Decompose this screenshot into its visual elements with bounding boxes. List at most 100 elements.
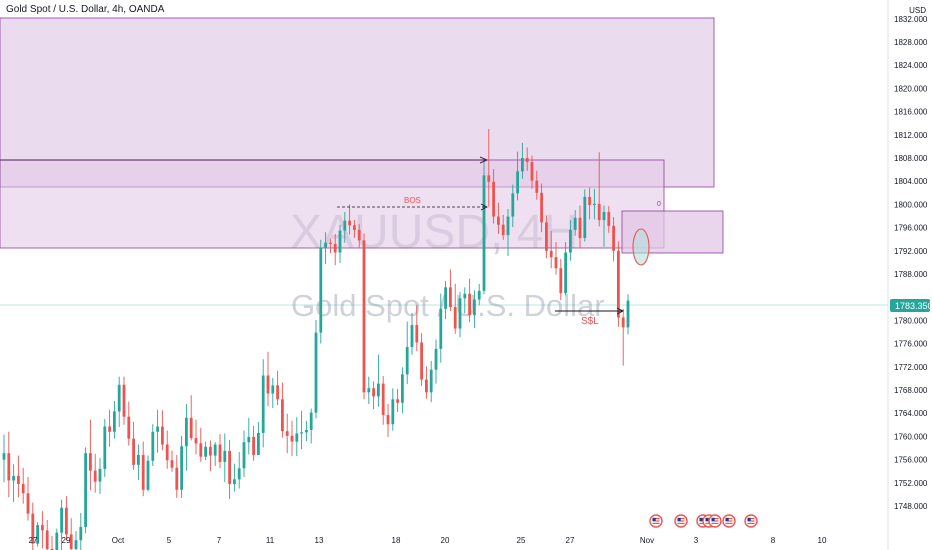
- candle[interactable]: [305, 420, 308, 442]
- candle[interactable]: [93, 453, 97, 493]
- candle[interactable]: [530, 155, 534, 189]
- candle[interactable]: [209, 440, 212, 472]
- candle[interactable]: [290, 420, 294, 457]
- candle[interactable]: [266, 351, 270, 407]
- candle[interactable]: [45, 519, 49, 550]
- candle[interactable]: [257, 421, 260, 455]
- candle[interactable]: [525, 147, 529, 171]
- candle[interactable]: [453, 283, 457, 334]
- candle[interactable]: [338, 224, 342, 263]
- candle[interactable]: [578, 205, 582, 249]
- candle[interactable]: [218, 434, 222, 469]
- candle[interactable]: [242, 430, 246, 477]
- candle[interactable]: [492, 169, 495, 224]
- candle[interactable]: [497, 202, 500, 234]
- candle[interactable]: [161, 410, 164, 451]
- candle[interactable]: [482, 159, 486, 295]
- candle[interactable]: [607, 206, 611, 233]
- candle[interactable]: [117, 376, 121, 428]
- candle[interactable]: [391, 388, 395, 431]
- candle[interactable]: [41, 511, 44, 549]
- candle[interactable]: [199, 427, 203, 462]
- candle[interactable]: [626, 294, 630, 335]
- candle[interactable]: [165, 430, 169, 469]
- candle[interactable]: [132, 421, 135, 471]
- candle[interactable]: [151, 424, 155, 466]
- candle[interactable]: [271, 377, 275, 408]
- candle[interactable]: [189, 395, 193, 441]
- candle[interactable]: [348, 204, 351, 235]
- order-block-zone[interactable]: [621, 210, 724, 254]
- us-flag-event-icon[interactable]: [722, 514, 736, 528]
- candle[interactable]: [141, 441, 145, 497]
- candle[interactable]: [425, 366, 428, 399]
- candle[interactable]: [593, 188, 596, 220]
- candle[interactable]: [319, 239, 323, 344]
- candle[interactable]: [113, 401, 116, 439]
- candle[interactable]: [367, 376, 371, 404]
- us-flag-event-icon[interactable]: [744, 514, 758, 528]
- candle[interactable]: [444, 280, 447, 320]
- candle[interactable]: [103, 419, 107, 477]
- candle[interactable]: [511, 184, 515, 228]
- candle[interactable]: [170, 450, 174, 472]
- candle[interactable]: [401, 367, 404, 414]
- candle[interactable]: [281, 382, 284, 438]
- candle[interactable]: [343, 211, 347, 243]
- candle[interactable]: [84, 447, 87, 534]
- candle[interactable]: [473, 290, 476, 328]
- candle[interactable]: [7, 431, 11, 498]
- candle[interactable]: [617, 241, 620, 327]
- candle[interactable]: [573, 210, 577, 236]
- candle[interactable]: [295, 417, 299, 457]
- candle[interactable]: [204, 441, 207, 461]
- candle[interactable]: [597, 152, 601, 227]
- candle[interactable]: [516, 151, 519, 201]
- us-flag-event-icon[interactable]: [649, 514, 663, 528]
- candle[interactable]: [324, 232, 327, 265]
- candle[interactable]: [333, 233, 337, 266]
- candle[interactable]: [487, 129, 491, 207]
- us-flag-event-icon[interactable]: [674, 514, 688, 528]
- candle[interactable]: [564, 242, 567, 296]
- symbol-title[interactable]: Gold Spot / U.S. Dollar, 4h, OANDA: [6, 4, 165, 15]
- candle[interactable]: [449, 269, 452, 312]
- candle[interactable]: [353, 220, 356, 239]
- candle[interactable]: [535, 170, 539, 200]
- candle[interactable]: [36, 522, 39, 547]
- candle[interactable]: [237, 452, 241, 489]
- candle[interactable]: [79, 512, 83, 550]
- candle[interactable]: [521, 142, 524, 179]
- candle[interactable]: [2, 434, 6, 483]
- candle[interactable]: [381, 376, 385, 425]
- candle[interactable]: [50, 536, 54, 550]
- candle[interactable]: [309, 408, 313, 444]
- candle[interactable]: [588, 187, 591, 220]
- candle[interactable]: [559, 258, 563, 301]
- candle[interactable]: [12, 464, 15, 502]
- candle[interactable]: [621, 308, 625, 366]
- candle[interactable]: [458, 291, 462, 338]
- candle[interactable]: [415, 305, 419, 352]
- candle[interactable]: [396, 388, 399, 413]
- candle[interactable]: [228, 439, 231, 500]
- candle[interactable]: [377, 354, 380, 407]
- candle[interactable]: [477, 283, 481, 306]
- candle[interactable]: [156, 409, 159, 453]
- candle[interactable]: [127, 401, 131, 446]
- candle[interactable]: [300, 410, 303, 450]
- candle[interactable]: [540, 183, 543, 233]
- candle[interactable]: [545, 215, 548, 259]
- price-axis[interactable]: 1832.000 1828.000 1824.000 1820.000 1816.000…: [894, 15, 928, 511]
- candle[interactable]: [55, 528, 59, 550]
- candle[interactable]: [122, 376, 126, 425]
- candle[interactable]: [372, 381, 375, 410]
- candle[interactable]: [434, 339, 438, 384]
- candle[interactable]: [410, 312, 414, 355]
- candle[interactable]: [194, 419, 198, 455]
- target-ellipse[interactable]: [632, 228, 650, 266]
- candle[interactable]: [429, 361, 433, 403]
- candle[interactable]: [439, 293, 443, 363]
- candle[interactable]: [276, 370, 279, 406]
